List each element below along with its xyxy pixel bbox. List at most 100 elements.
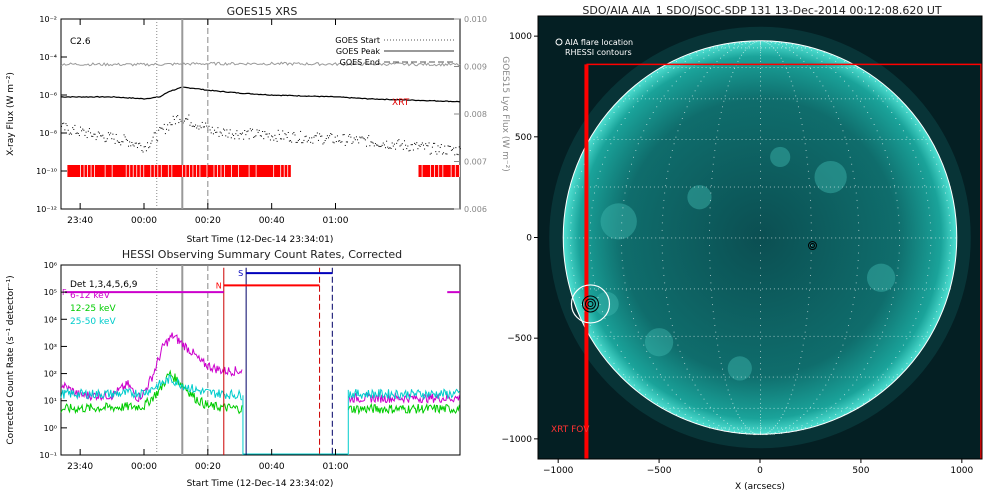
goes-short-channel-point — [316, 132, 318, 134]
aia-grid-dot — [929, 139, 931, 141]
aia-grid-dot — [676, 60, 677, 62]
aia-grid-dot — [925, 139, 927, 141]
aia-grid-dot — [633, 335, 635, 337]
aia-grid-dot — [644, 98, 646, 100]
aia-grid-dot — [621, 222, 623, 224]
aia-grid-dot — [570, 222, 572, 224]
aia-grid-dot — [740, 98, 742, 100]
aia-grid-dot — [574, 192, 576, 194]
aia-grid-dot — [728, 430, 729, 432]
goes-short-channel-point — [363, 138, 365, 140]
aia-grid-dot — [865, 139, 867, 141]
aia-grid-dot — [760, 398, 761, 400]
aia-grid-dot — [913, 186, 915, 188]
aia-grid-dot — [632, 98, 634, 100]
aia-grid-dot — [709, 407, 711, 409]
aia-grid-dot — [749, 41, 750, 43]
aia-grid-dot — [821, 60, 823, 62]
aia-grid-dot — [835, 60, 837, 62]
aia-grid-dot — [596, 338, 598, 340]
aia-grid-dot — [774, 432, 776, 433]
aia-grid-dot — [804, 427, 806, 429]
goes-short-channel-point — [179, 118, 181, 120]
aia-grid-dot — [677, 344, 679, 346]
aia-grid-dot — [810, 214, 812, 216]
aia-grid-dot — [789, 407, 791, 409]
aia-grid-dot — [823, 237, 825, 239]
aia-grid-dot — [733, 44, 735, 46]
goes-short-channel-point — [92, 135, 94, 137]
aia-grid-dot — [879, 237, 881, 239]
aia-legend-flare: AIA flare location — [565, 38, 633, 47]
aia-grid-dot — [833, 288, 835, 290]
aia-grid-dot — [769, 288, 771, 290]
aia-grid-dot — [943, 185, 945, 187]
goes-short-channel-point — [240, 133, 242, 135]
aia-grid-dot — [675, 80, 677, 82]
goes-short-channel-point — [444, 145, 446, 147]
aia-grid-dot — [625, 288, 627, 290]
aia-grid-dot — [810, 68, 811, 70]
aia-grid-dot — [725, 186, 727, 188]
aia-grid-dot — [809, 289, 810, 291]
goes-short-channel-point — [249, 128, 251, 130]
aia-grid-dot — [780, 376, 782, 378]
aia-grid-dot — [809, 192, 811, 194]
aia-grid-dot — [857, 186, 859, 188]
aia-grid-dot — [785, 335, 787, 337]
aia-grid-dot — [751, 237, 753, 239]
goes-short-channel-point — [85, 131, 87, 133]
aia-grid-dot — [792, 85, 794, 87]
goes-short-channel-point — [105, 140, 107, 142]
aia-grid-dot — [745, 47, 746, 49]
goes-short-channel-point — [74, 124, 76, 126]
aia-grid-dot — [809, 335, 811, 337]
aia-grid-dot — [813, 72, 815, 73]
aia-grid-dot — [689, 67, 691, 68]
aia-grid-dot — [680, 398, 682, 400]
aia-grid-dot — [835, 112, 837, 113]
aia-grid-dot — [899, 350, 901, 352]
aia-grid-dot — [787, 72, 789, 73]
aia-grid-dot — [741, 54, 742, 56]
aia-grid-dot — [597, 288, 599, 290]
goes-short-channel-point — [324, 140, 326, 142]
goes-short-channel-point — [197, 125, 199, 127]
goes-short-channel-point — [191, 125, 193, 127]
aia-grid-dot — [776, 98, 778, 100]
aia-grid-dot — [744, 376, 746, 378]
aia-grid-dot — [853, 296, 855, 298]
goes-short-channel-point — [395, 148, 397, 150]
aia-grid-dot — [852, 376, 854, 378]
hessi-series-2 — [60, 373, 243, 401]
aia-grid-dot — [821, 288, 823, 290]
goes-short-channel-point — [100, 135, 102, 137]
hessi-x-tick-label: 23:40 — [67, 462, 93, 472]
aia-grid-dot — [896, 374, 898, 376]
aia-grid-dot — [713, 335, 715, 337]
aia-grid-dot — [833, 368, 835, 370]
aia-grid-dot — [721, 427, 722, 429]
aia-grid-dot — [796, 100, 798, 102]
goes-short-channel-point — [275, 138, 277, 140]
aia-grid-dot — [785, 427, 786, 429]
aia-grid-dot — [869, 288, 871, 290]
hessi-y-tick-label: 10⁶ — [44, 261, 57, 270]
goes-short-channel-point — [415, 143, 417, 145]
goes-short-channel-point — [317, 139, 319, 141]
xrt-bar-gap — [188, 165, 190, 177]
hessi-x-tick-label: 01:00 — [323, 462, 349, 472]
aia-grid-dot — [768, 376, 770, 378]
aia-grid-dot — [801, 407, 803, 409]
aia-grid-dot — [734, 42, 736, 44]
goes-short-channel-point — [277, 129, 279, 131]
aia-grid-dot — [809, 288, 811, 290]
goes-short-channel-point — [380, 145, 382, 147]
aia-grid-dot — [807, 163, 809, 165]
aia-grid-dot — [801, 425, 803, 427]
hessi-detectors: Det 1,3,4,5,6,9 — [70, 280, 138, 290]
aia-grid-dot — [667, 384, 669, 386]
goes-short-channel-point — [132, 144, 134, 146]
aia-grid-dot — [739, 432, 741, 433]
aia-grid-dot — [703, 417, 705, 419]
